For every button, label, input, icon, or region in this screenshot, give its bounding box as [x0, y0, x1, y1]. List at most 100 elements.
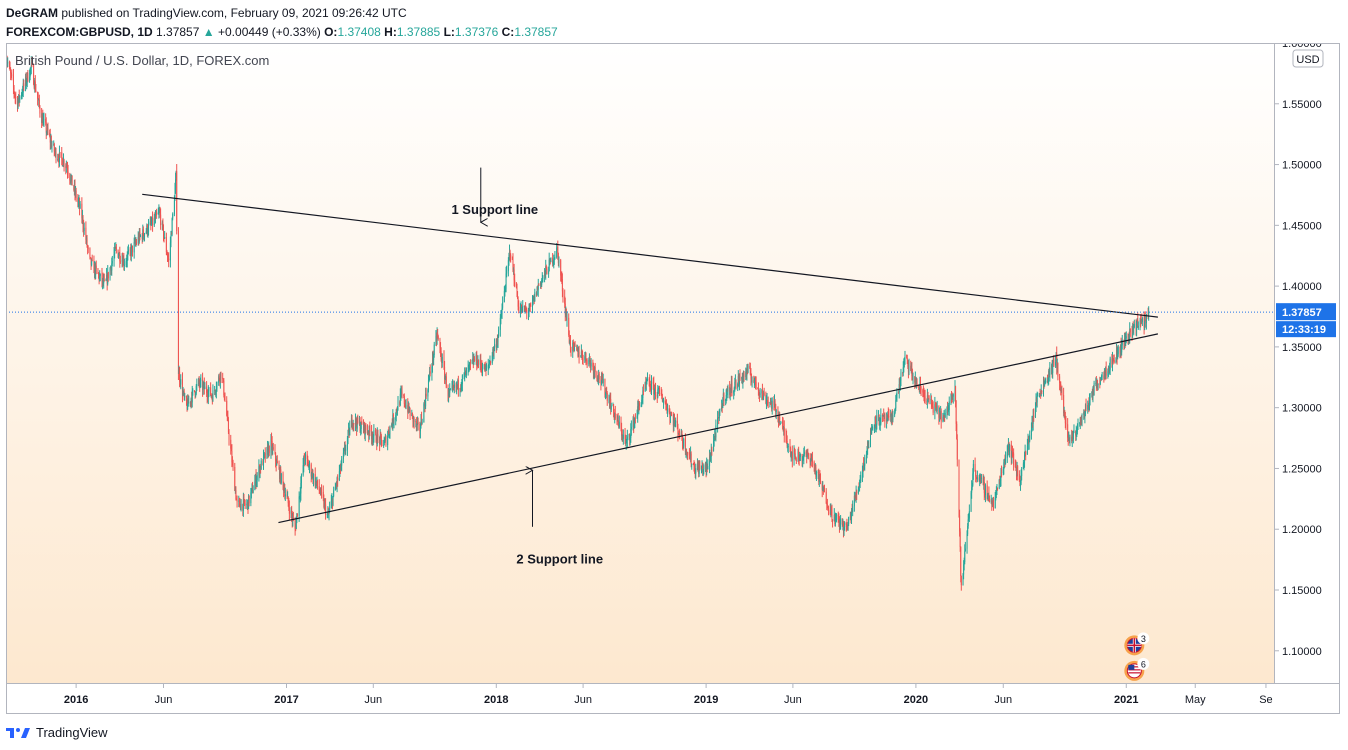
- candle-body: [553, 258, 555, 263]
- candle-body: [208, 387, 210, 392]
- candle-body: [1071, 432, 1073, 441]
- annotation-label[interactable]: 2 Support line: [516, 552, 603, 567]
- candle-body: [733, 390, 735, 394]
- price-axis[interactable]: 1.60000 1.55000 1.50000 1.45000 1.40000 1.350…: [1274, 43, 1322, 658]
- candle-body: [437, 333, 439, 336]
- candle-body: [650, 388, 652, 391]
- candle-body: [123, 258, 125, 265]
- candle-body: [83, 226, 85, 231]
- candle-body: [895, 400, 897, 409]
- candle-body: [117, 249, 119, 258]
- symbol-label[interactable]: FOREXCOM:GBPUSD, 1D: [6, 25, 153, 39]
- candle-body: [1083, 412, 1085, 415]
- candle-body: [167, 257, 169, 259]
- publisher-name[interactable]: DeGRAM: [6, 6, 59, 20]
- candle-body: [709, 455, 711, 467]
- candle-body: [315, 481, 317, 483]
- candle-body: [747, 365, 749, 373]
- candle-body: [107, 272, 109, 284]
- candle-body: [46, 127, 48, 133]
- candle-body: [192, 390, 194, 392]
- candle-body: [669, 411, 671, 419]
- candle-body: [678, 433, 680, 435]
- candle-body: [863, 463, 865, 468]
- candle-body: [874, 416, 876, 426]
- candle-body: [621, 435, 623, 437]
- candle-body: [477, 360, 479, 367]
- uk-flag-event-icon[interactable]: 3: [1124, 632, 1150, 656]
- candle-body: [721, 406, 723, 408]
- candle-body: [105, 279, 107, 281]
- candle-body: [1036, 396, 1038, 403]
- time-axis[interactable]: 2016 Jun 2017 Jun 2018 Jun 2019 Jun 2020 Jun 2021 M…: [64, 683, 1273, 706]
- candle-body: [85, 237, 87, 240]
- candle-body: [1088, 398, 1090, 408]
- candle-body: [239, 500, 241, 507]
- candle-body: [198, 378, 200, 384]
- candle-body: [625, 442, 627, 444]
- candle-body: [37, 91, 39, 99]
- annotation-label[interactable]: 1 Support line: [451, 202, 538, 217]
- event-badges-layer[interactable]: 36: [1124, 632, 1150, 681]
- candle-body: [1131, 332, 1133, 334]
- candle-body: [818, 476, 820, 482]
- candle-body: [409, 410, 411, 412]
- candle-body: [1107, 371, 1109, 376]
- candle-body: [794, 453, 796, 457]
- candle-body: [894, 412, 896, 416]
- candle-body: [1101, 375, 1103, 377]
- support-trendline[interactable]: [142, 193, 1158, 318]
- candle-body: [621, 428, 623, 436]
- candle-body: [798, 459, 800, 461]
- candle-body: [626, 436, 628, 440]
- candle-body: [1075, 430, 1077, 436]
- us-flag-event-icon[interactable]: 6: [1124, 657, 1150, 681]
- candle-body: [628, 434, 630, 437]
- candle-body: [936, 405, 938, 412]
- candle-body: [63, 160, 65, 167]
- candle-body: [900, 372, 902, 381]
- candle-body: [952, 394, 954, 397]
- currency-badge[interactable]: USD: [1292, 49, 1324, 68]
- candle-body: [348, 428, 350, 436]
- candle-body: [755, 381, 757, 388]
- candle-body: [928, 398, 930, 400]
- candle-body: [368, 433, 370, 436]
- tradingview-brand[interactable]: TradingView: [36, 724, 108, 740]
- tradingview-logo-icon[interactable]: [6, 725, 32, 739]
- candle-body: [633, 418, 635, 428]
- candle-body: [1018, 474, 1020, 480]
- candle-body: [504, 288, 506, 291]
- candle-body: [243, 499, 245, 501]
- candle-body: [670, 414, 672, 416]
- candle-body: [972, 473, 974, 486]
- candle-body: [1055, 361, 1057, 366]
- candle-body: [1008, 442, 1010, 452]
- candle-body: [118, 252, 120, 256]
- candle-body: [251, 486, 253, 489]
- candle-body: [405, 405, 407, 408]
- candle-body: [129, 249, 131, 251]
- candle-body: [1117, 354, 1119, 358]
- candle-body: [332, 496, 334, 506]
- candle-body: [874, 425, 876, 428]
- candle-body: [415, 421, 417, 423]
- candle-body: [55, 149, 57, 160]
- candle-body: [169, 242, 171, 261]
- support-trendline[interactable]: [278, 333, 1159, 524]
- candle-body: [361, 421, 363, 425]
- candle-body: [286, 494, 288, 497]
- candle-body: [1056, 363, 1058, 368]
- candle-body: [507, 260, 509, 272]
- candle-body: [667, 408, 669, 413]
- candle-body: [263, 454, 265, 456]
- candle-body: [954, 386, 956, 395]
- candle-body: [907, 359, 909, 367]
- candle-body: [392, 414, 394, 423]
- candle-body: [1128, 334, 1130, 340]
- candle-body: [997, 487, 999, 489]
- candle-body: [25, 76, 27, 84]
- candle-body: [787, 446, 789, 448]
